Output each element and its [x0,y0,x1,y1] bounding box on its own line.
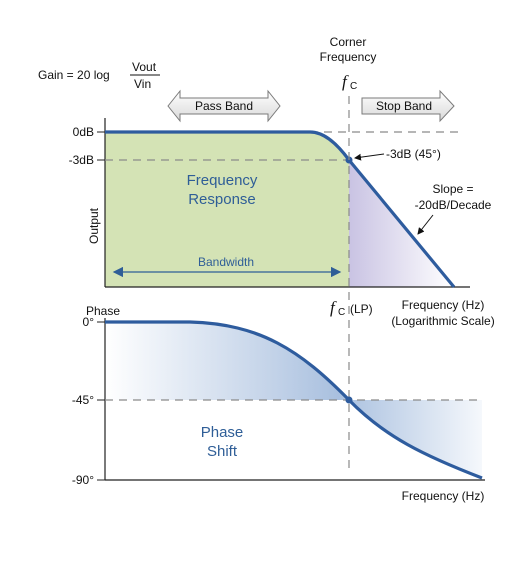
corner-annotation-arrow [354,153,385,161]
magnitude-x-label-line2: (Logarithmic Scale) [391,314,494,328]
passband-region [105,132,349,287]
tick-0deg: 0° [83,315,95,329]
phase-x-axis-label: Frequency (Hz) [402,489,485,503]
stop-band-label: Stop Band [376,99,432,113]
gain-formula: Gain = 20 log Vout Vin [38,60,160,91]
corner-lp-symbol: f [330,298,337,317]
pass-band-label: Pass Band [195,99,253,113]
corner-symbol: f [342,72,349,91]
slope-label-line2: -20dB/Decade [415,198,492,212]
gain-formula-prefix: Gain = 20 log [38,68,110,82]
slope-arrow [417,214,434,235]
tick-minus45deg: -45° [72,393,94,407]
bandwidth-label: Bandwidth [198,255,254,269]
gain-formula-denominator: Vin [134,77,151,91]
corner-annotation: -3dB (45°) [386,147,441,161]
corner-lp-label: f C (LP) [330,298,373,318]
phase-axis-label: Phase [86,304,120,318]
slope-label-line1: Slope = [432,182,473,196]
corner-label-line2: Frequency [320,50,377,64]
corner-lp-suffix: (LP) [350,302,373,316]
tick-0db: 0dB [73,125,94,139]
pass-band-arrow: Pass Band [167,89,281,123]
output-axis-label: Output [87,207,101,244]
corner-subscript: C [350,81,357,92]
phase-corner-point [345,396,353,404]
gain-formula-numerator: Vout [132,60,157,74]
phase-shift-line2: Shift [207,443,238,460]
magnitude-x-label-line1: Frequency (Hz) [402,298,485,312]
magnitude-plot: 0dB -3dB Output Frequency Response Bandw… [69,118,495,328]
tick-minus3db: -3dB [69,153,94,167]
tick-minus90deg: -90° [72,473,94,487]
stop-band-arrow: Stop Band [361,89,455,123]
corner-frequency-label: Corner Frequency f C [320,35,377,92]
corner-label-line1: Corner [330,35,367,49]
frequency-response-line2: Response [188,191,256,208]
phase-plot: 0° -45° -90° Phase Phase Shift Frequency… [72,304,485,503]
corner-lp-subscript: C [338,307,345,318]
frequency-response-line1: Frequency [187,172,258,189]
phase-shift-line1: Phase [201,424,244,441]
